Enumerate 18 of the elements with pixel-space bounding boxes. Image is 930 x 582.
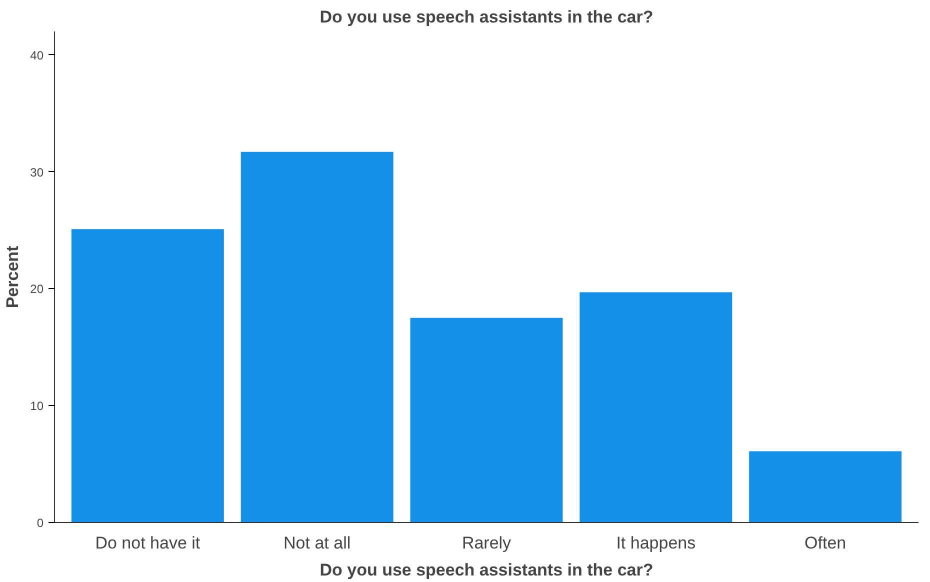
bar [749, 451, 902, 522]
x-tick-label: Not at all [284, 534, 351, 552]
x-tick-label: Do not have it [95, 534, 200, 552]
x-tick-label: Often [804, 534, 846, 552]
chart-title: Do you use speech assistants in the car? [320, 8, 654, 26]
x-tick-label: Rarely [462, 534, 512, 552]
bar [240, 152, 394, 522]
y-axis-title: Percent [3, 245, 22, 308]
bar [410, 318, 563, 522]
y-tick-label: 0 [36, 516, 44, 530]
bar [71, 229, 224, 522]
y-tick-label: 40 [30, 48, 44, 62]
y-tick-label: 30 [30, 165, 44, 180]
y-tick-label: 10 [30, 399, 44, 414]
x-tick-label: It happens [616, 534, 696, 552]
bar [580, 292, 732, 522]
y-tick-label: 20 [30, 282, 44, 296]
x-axis-title: Do you use speech assistants in the car? [320, 560, 654, 580]
